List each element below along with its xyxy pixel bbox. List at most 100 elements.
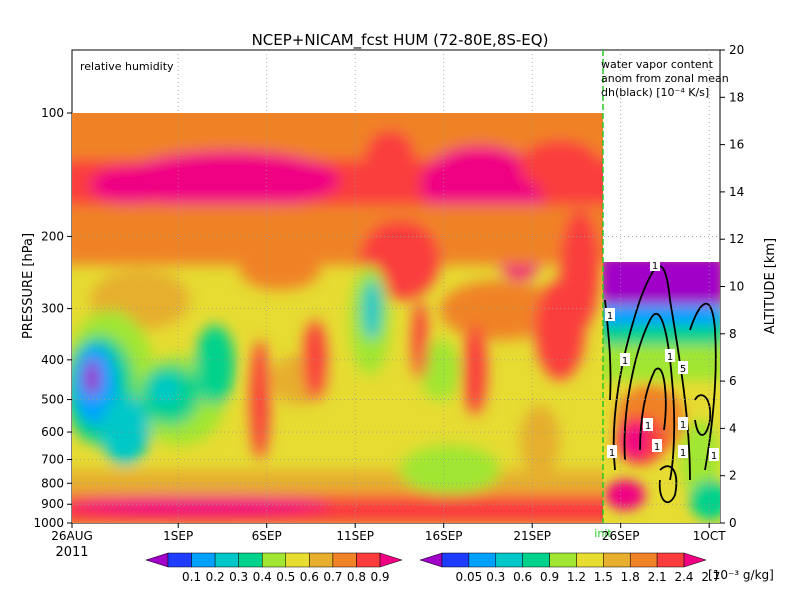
colorbar-label: 0.1 [182,570,201,584]
y2-tick-label: 12 [729,232,744,246]
x-tick-label: 26SEP [602,529,640,543]
x-tick-label: 1SEP [163,529,193,543]
contour-label: 1 [680,448,686,459]
x-tick-label: 11SEP [336,529,374,543]
rh-colorbar: 0.1 0.2 0.3 0.4 0.5 0.6 0.7 0.8 0.9 [145,552,403,584]
contour-label-box [678,361,688,374]
contour-label-box [643,418,653,431]
y2-tick-label: 6 [729,374,737,388]
y2-tick-label: 16 [729,138,744,152]
colorbar-swatch [309,552,334,568]
grid-lines [72,50,720,523]
y2-tick-label: 2 [729,469,737,483]
contour-label-box [678,417,688,430]
colorbar-low-arrow [145,552,169,568]
contour-label: 1 [680,420,686,431]
colorbar-swatch [629,552,658,568]
y2-tick-label: 4 [729,421,737,435]
contour-label: 1 [609,448,615,459]
colorbar-swatch [441,552,470,568]
x-tick-label: 16SEP [425,529,463,543]
contour-label-box [607,445,617,458]
colorbar-low-arrow [419,552,443,568]
contour-label-box [605,308,615,321]
contour-label-box [709,448,719,461]
y-tick-label: 100 [41,106,64,120]
init-label: init [594,527,612,540]
colorbar-label: 0.4 [253,570,272,584]
colorbar-label: 1.8 [621,570,640,584]
panel-label-wv-3: dh(black) [10⁻⁴ K/s] [601,86,709,99]
y-tick-label: 800 [41,476,64,490]
contour-label: 1 [645,421,651,432]
contour-label-box [678,445,688,458]
contour-label-box [620,353,630,366]
y-tick-label: 400 [41,353,64,367]
colorbar-swatch [468,552,497,568]
x-year-label: 2011 [55,545,88,560]
colorbar-label: 2.1 [648,570,667,584]
y2-tick-label: 14 [729,185,744,199]
colorbar-swatch [603,552,631,568]
x-tick-label: 26AUG [51,529,93,543]
colorbar-swatch [549,552,577,568]
colorbar-label: 2.7 [701,570,720,584]
colorbar-swatch [495,552,523,568]
colorbar-high-arrow [683,552,707,568]
y2-tick-label: 18 [729,90,744,104]
y-tick-label: 600 [41,425,64,439]
colorbar-label: 0.2 [206,570,225,584]
x-tick-label: 1OCT [693,529,726,543]
contour-label: 1 [654,442,660,453]
y-axis-title: PRESSURE [hPa] [21,233,36,339]
panel-label-wv-2: anom from zonal mean [601,72,729,85]
x-tick-label: 21SEP [513,529,551,543]
water-vapor-field [603,262,720,523]
y-axis: 100 200 300 400 500 600 700 800 900 1000 [33,106,72,530]
x-tick-label: 6SEP [252,529,282,543]
panel-label-rh: relative humidity [80,60,174,73]
colorbar-swatch [356,552,381,568]
y2-axis: 0 2 4 6 8 10 12 14 16 18 20 [720,43,744,530]
y2-tick-label: 10 [729,280,744,294]
wv-colorbar: 0.05 0.3 0.6 0.9 1.2 1.5 1.8 2.1 2.4 2.7 [419,552,720,584]
colorbar-label: 0.5 [276,570,295,584]
contour-label: 1 [711,451,717,462]
chart-title: NCEP+NICAM_fcst HUM (72-80E,8S-EQ) [252,31,549,50]
colorbar-label: 1.5 [594,570,613,584]
colorbar-high-arrow [379,552,403,568]
humidity-field [72,113,603,523]
colorbar-swatch [332,552,357,568]
y-tick-label: 300 [41,302,64,316]
colorbar-swatch [191,552,216,568]
colorbar-swatch [522,552,550,568]
y2-tick-label: 20 [729,43,744,57]
colorbar-label: 0.3 [486,570,505,584]
y2-axis-title: ALTITUDE [km] [763,238,778,334]
wv-colorbar-unit: [10⁻³ g/kg] [708,568,774,582]
colorbar-label: 0.6 [300,570,319,584]
colorbar-swatch [576,552,604,568]
y2-tick-label: 8 [729,327,737,341]
contour-label: 5 [680,364,686,375]
contour-label: 1 [607,311,613,322]
colorbar-swatch [238,552,263,568]
colorbar-swatch [285,552,310,568]
contour-label: 1 [652,261,658,272]
colorbar-label: 0.9 [540,570,559,584]
colorbar-label: 0.7 [323,570,342,584]
colorbar-swatch [214,552,239,568]
colorbar-swatch [656,552,685,568]
y2-tick-label: 0 [729,516,737,530]
colorbar-label: 0.3 [229,570,248,584]
colorbar-label: 1.2 [567,570,586,584]
colorbar-label: 0.6 [513,570,532,584]
contour-label-box [665,349,675,362]
colorbar-label: 0.05 [456,570,483,584]
y-tick-label: 500 [41,393,64,407]
colorbar-label: 2.4 [674,570,693,584]
y-tick-label: 200 [41,229,64,243]
y-tick-label: 1000 [33,516,64,530]
